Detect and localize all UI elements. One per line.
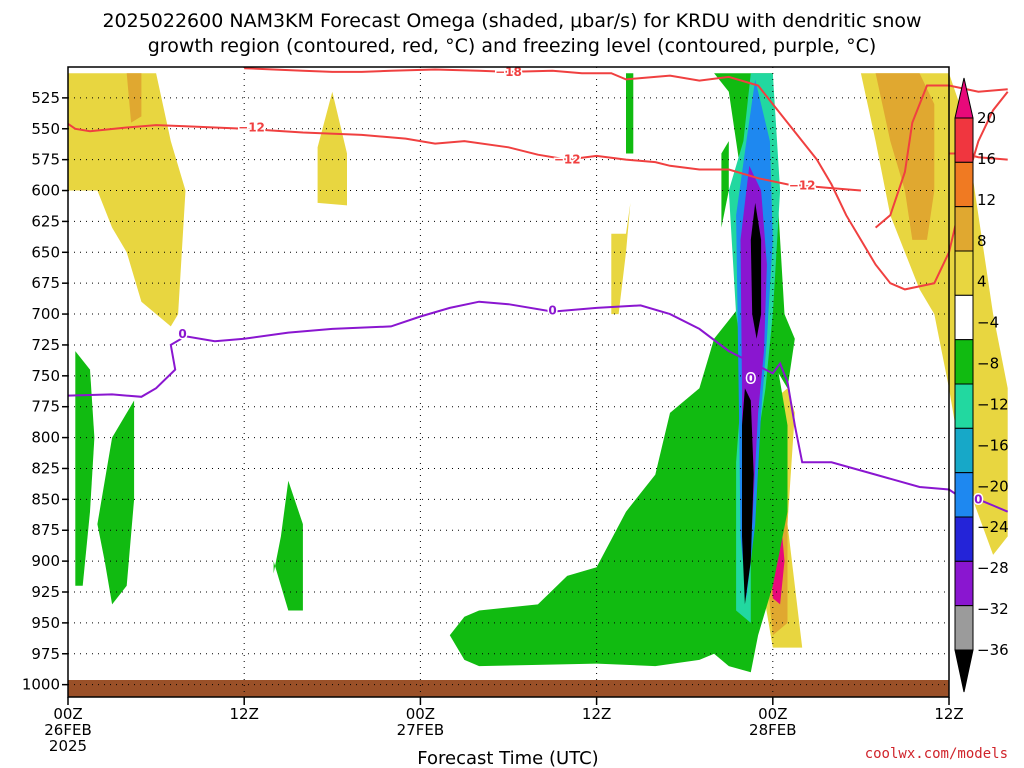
colorbar-swatch-1 [954, 117, 974, 163]
colorbar-label-11: −28 [977, 559, 1009, 577]
colorbar-label-2: 12 [977, 191, 996, 209]
contour-label-dgz_minus12-2: −12 [789, 179, 816, 193]
x-axis-title: Forecast Time (UTC) [417, 748, 598, 768]
x-tick-label-12: 12Z [230, 705, 259, 723]
y-tick-label-975: 975 [31, 645, 60, 663]
y-tick-label-600: 600 [31, 182, 60, 200]
y-tick-label-800: 800 [31, 429, 60, 447]
colorbar-swatch-2 [954, 161, 974, 208]
contour-label-freezing_level-7: 0 [974, 492, 982, 506]
colorbar-label-6: −8 [977, 355, 999, 373]
y-tick-label-575: 575 [31, 151, 60, 169]
colorbar-swatch-10 [954, 516, 974, 562]
y-tick-label-650: 650 [31, 243, 60, 261]
colorbar-swatch-5 [954, 294, 974, 341]
colorbar-label-0: 20 [977, 109, 996, 127]
shade-negative_black-0 [750, 202, 762, 339]
y-tick-label-750: 750 [31, 367, 60, 385]
colorbar-swatch-8 [954, 427, 974, 474]
contour-label-freezing_level-4: 0 [178, 327, 186, 341]
colorbar-label-8: −16 [977, 436, 1009, 454]
surface-ground [68, 680, 949, 697]
colorbar-swatch-4 [954, 250, 974, 296]
y-axis: 525 550 575 600 625 650 675 700 725 750 775 800 825 8… [22, 89, 68, 694]
contour-dgz_east [874, 84, 1008, 229]
y-tick-label-525: 525 [31, 89, 60, 107]
y-tick-label-675: 675 [31, 274, 60, 292]
colorbar-label-3: 8 [977, 232, 987, 250]
colorbar-top-arrow [954, 77, 974, 119]
shade-negative_green-0 [75, 351, 95, 586]
contour-label-freezing_level-6: 0 [747, 371, 755, 385]
chart-title-line1: 2025022600 NAM3KM Forecast Omega (shaded… [102, 10, 921, 32]
x-tick-label-36: 12Z [582, 705, 611, 723]
shade-positive_orange-1 [875, 73, 935, 240]
colorbar-label-7: −12 [977, 395, 1009, 413]
contour-label-dgz_minus12-1: −12 [554, 153, 581, 167]
contour-label-dgz_minus12-0: −12 [238, 121, 265, 135]
x-tick-date-48: 28FEB [749, 721, 796, 739]
shade-positive_yellow-2 [611, 202, 631, 315]
x-tick-label-24: 00Z [406, 705, 435, 723]
colorbar: 20 16 12 8 4 −4 −8 −12 −16 −20 −24 −28 −32 −36 [954, 77, 1009, 693]
plot-background [68, 67, 949, 697]
contour-dgz_minus18 [244, 67, 1009, 291]
y-tick-label-725: 725 [31, 336, 60, 354]
colorbar-swatch-12 [954, 605, 974, 651]
shade-negative_black-1 [742, 388, 754, 605]
y-tick-label-950: 950 [31, 614, 60, 632]
shade-negative_green-2 [273, 480, 303, 611]
colorbar-swatch-7 [954, 383, 974, 429]
colorbar-label-13: −36 [977, 641, 1009, 659]
shade-negative_green-4 [626, 73, 634, 154]
shade-negative_green-3 [449, 301, 788, 673]
colorbar-label-1: 16 [977, 150, 996, 168]
colorbar-label-10: −24 [977, 518, 1009, 536]
credit-text: coolwx.com/models [865, 746, 1008, 762]
contour-label-freezing_level-5: 0 [548, 303, 556, 317]
x-tick-label-0: 00Z [53, 705, 82, 723]
contour-freezing_level [67, 300, 1009, 513]
y-tick-label-1000: 1000 [22, 676, 60, 694]
colorbar-bottom-arrow [954, 649, 974, 693]
colorbar-label-5: −4 [977, 314, 999, 332]
contour-dgz_minus12 [67, 122, 861, 192]
colorbar-swatch-3 [954, 206, 974, 252]
y-tick-label-550: 550 [31, 120, 60, 138]
x-tick-date-0: 26FEB [44, 721, 91, 739]
x-tick-label-60: 12Z [934, 705, 963, 723]
colorbar-label-12: −32 [977, 600, 1009, 618]
y-tick-label-850: 850 [31, 490, 60, 508]
colorbar-swatch-9 [954, 472, 974, 518]
y-tick-label-825: 825 [31, 459, 60, 477]
colorbar-label-4: 4 [977, 273, 987, 291]
x-tick-date-24: 27FEB [397, 721, 444, 739]
plot-frame [67, 66, 950, 698]
colorbar-swatch-6 [954, 339, 974, 385]
y-tick-label-925: 925 [31, 583, 60, 601]
y-tick-label-700: 700 [31, 305, 60, 323]
colorbar-swatch-11 [954, 560, 974, 607]
y-tick-label-900: 900 [31, 552, 60, 570]
shade-negative_green-6 [721, 141, 729, 228]
shade-negative_green-1 [97, 400, 135, 605]
shade-positive_yellow-1 [317, 91, 347, 206]
y-tick-label-775: 775 [31, 398, 60, 416]
colorbar-label-9: −20 [977, 477, 1009, 495]
y-tick-label-625: 625 [31, 212, 60, 230]
x-tick-label-48: 00Z [758, 705, 787, 723]
shade-positive_yellow-0 [68, 73, 186, 327]
chart-title-line2: growth region (contoured, red, °C) and f… [148, 35, 877, 57]
y-tick-label-875: 875 [31, 521, 60, 539]
x-tick-year-0: 2025 [49, 737, 87, 755]
